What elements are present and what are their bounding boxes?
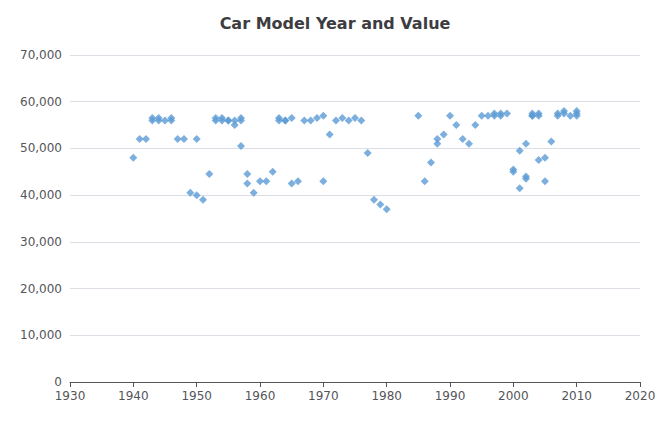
svg-text:2010: 2010 [561,389,592,403]
svg-text:Car Model Year and Value: Car Model Year and Value [220,14,451,33]
svg-text:1930: 1930 [55,389,86,403]
svg-text:40,000: 40,000 [20,188,62,202]
svg-text:60,000: 60,000 [20,95,62,109]
svg-text:1980: 1980 [371,389,402,403]
svg-text:1940: 1940 [118,389,149,403]
svg-text:0: 0 [54,375,62,389]
svg-text:2020: 2020 [625,389,656,403]
svg-text:1960: 1960 [245,389,276,403]
svg-text:20,000: 20,000 [20,282,62,296]
svg-text:2000: 2000 [498,389,529,403]
svg-text:1990: 1990 [435,389,466,403]
svg-text:1950: 1950 [181,389,212,403]
svg-text:50,000: 50,000 [20,141,62,155]
svg-text:1970: 1970 [308,389,339,403]
svg-text:30,000: 30,000 [20,235,62,249]
svg-text:10,000: 10,000 [20,328,62,342]
svg-text:70,000: 70,000 [20,48,62,62]
